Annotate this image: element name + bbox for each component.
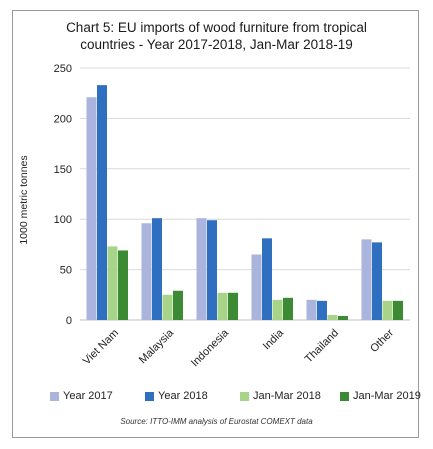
legend-label: Year 2018 xyxy=(158,390,208,402)
x-tick-label: Indonesia xyxy=(189,326,232,369)
y-tick-label: 150 xyxy=(54,164,72,176)
y-tick-label: 200 xyxy=(54,113,72,125)
bar-india-jan-mar-2018 xyxy=(272,299,283,320)
bar-india-year-2018 xyxy=(262,238,272,320)
legend-item: Year 2018 xyxy=(145,388,208,404)
bar-viet-nam-year-2018 xyxy=(97,85,107,320)
bar-thailand-jan-mar-2019 xyxy=(338,315,348,320)
bar-viet-nam-jan-mar-2019 xyxy=(118,250,128,320)
bar-malaysia-year-2018 xyxy=(152,218,162,320)
bar-viet-nam-year-2017 xyxy=(86,97,97,321)
x-tick-label: Other xyxy=(368,327,396,355)
legend-item: Jan-Mar 2018 xyxy=(240,388,321,404)
y-tick-label: 100 xyxy=(54,214,72,226)
bar-malaysia-year-2017 xyxy=(141,223,152,320)
chart-source: Source: ITTO-IMM analysis of Eurostat CO… xyxy=(120,417,313,426)
chart-legend: Year 2017 Year 2018 Jan-Mar 2018 Jan-Mar 20… xyxy=(0,388,433,404)
bar-malaysia-jan-mar-2019 xyxy=(173,290,183,320)
x-tick-label: Viet Nam xyxy=(81,327,121,367)
chart-title-line-1: Chart 5: EU imports of wood furniture fr… xyxy=(66,20,367,35)
bar-india-year-2017 xyxy=(251,254,262,320)
y-tick-label: 250 xyxy=(54,63,72,75)
bar-other-jan-mar-2019 xyxy=(393,300,403,320)
bar-malaysia-jan-mar-2018 xyxy=(162,294,173,320)
legend-label: Jan-Mar 2019 xyxy=(353,390,421,402)
bar-indonesia-jan-mar-2018 xyxy=(217,292,228,320)
bar-other-year-2017 xyxy=(361,239,372,320)
bar-other-jan-mar-2018 xyxy=(382,300,393,320)
legend-swatch xyxy=(240,391,249,401)
bar-thailand-jan-mar-2018 xyxy=(327,314,338,320)
legend-swatch xyxy=(145,391,154,401)
legend-swatch xyxy=(340,391,349,401)
x-tick-label: India xyxy=(261,326,287,352)
bar-other-year-2018 xyxy=(372,242,382,320)
legend-item: Year 2017 xyxy=(50,388,113,404)
bar-viet-nam-jan-mar-2018 xyxy=(107,246,118,320)
bar-thailand-year-2017 xyxy=(306,299,317,320)
y-tick-label: 50 xyxy=(60,265,72,277)
legend-label: Jan-Mar 2018 xyxy=(253,390,321,402)
bar-indonesia-year-2017 xyxy=(196,218,207,320)
x-tick-label: Malaysia xyxy=(137,326,177,366)
x-tick-label: Thailand xyxy=(303,327,341,365)
bar-indonesia-jan-mar-2019 xyxy=(228,292,238,320)
legend-item: Jan-Mar 2019 xyxy=(340,388,421,404)
chart-title-line-2: countries - Year 2017-2018, Jan-Mar 2018… xyxy=(80,37,353,52)
bar-indonesia-year-2018 xyxy=(207,220,217,320)
bar-thailand-year-2018 xyxy=(317,300,327,320)
legend-swatch xyxy=(50,391,59,401)
legend-label: Year 2017 xyxy=(63,390,113,402)
y-tick-label: 0 xyxy=(66,315,72,327)
bar-india-jan-mar-2019 xyxy=(283,297,293,320)
